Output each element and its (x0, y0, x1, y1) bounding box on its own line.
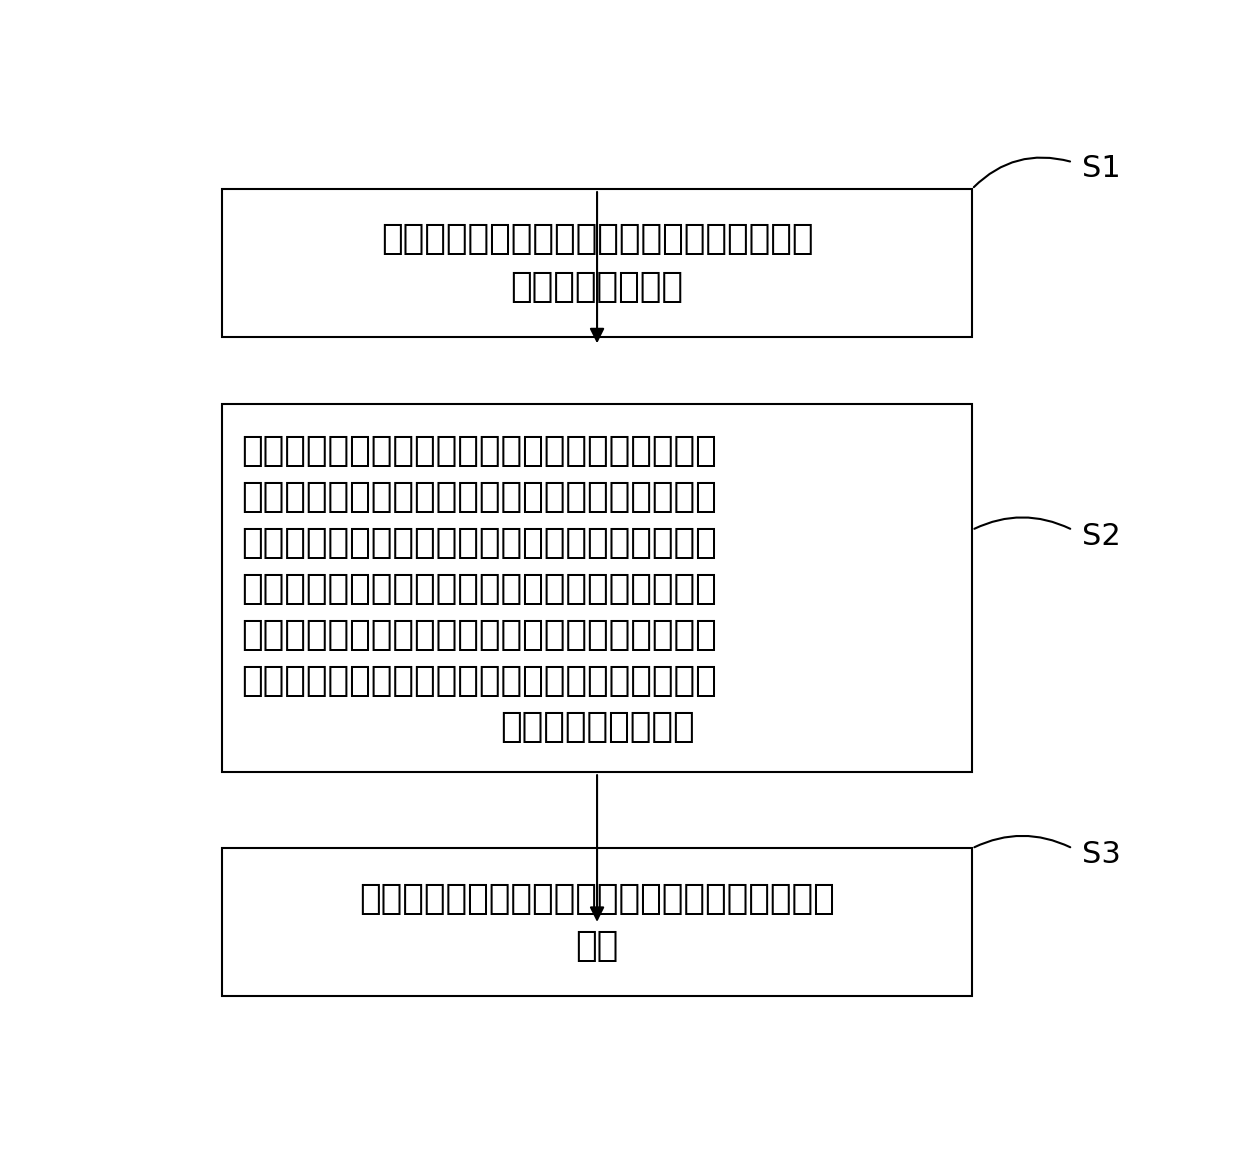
Text: 利用计量级校准温箱生成一系列不同温度区间
的高精度校准标签: 利用计量级校准温箱生成一系列不同温度区间 的高精度校准标签 (381, 223, 813, 304)
Text: 于进行温感电子标签校准时，准备一温度线性变化
的普通温箱，将待校准标签与校准温度点区间范围
内的该标准标签放入普通温箱的指定位置进行温度
扫描，分别测量两个温度: 于进行温感电子标签校准时，准备一温度线性变化 的普通温箱，将待校准标签与校准温度… (242, 433, 717, 698)
Bar (222, 404, 972, 772)
Text: S2: S2 (1083, 522, 1121, 551)
Bar (222, 189, 972, 337)
Text: 将校准后的所述待校准标签的参数写入所述待校准
标签: 将校准后的所述待校准标签的参数写入所述待校准 标签 (360, 882, 835, 963)
Text: S3: S3 (1083, 840, 1121, 869)
Text: S1: S1 (1083, 154, 1121, 183)
Text: 标签的参数进行校准: 标签的参数进行校准 (500, 711, 694, 744)
Bar (222, 848, 972, 996)
